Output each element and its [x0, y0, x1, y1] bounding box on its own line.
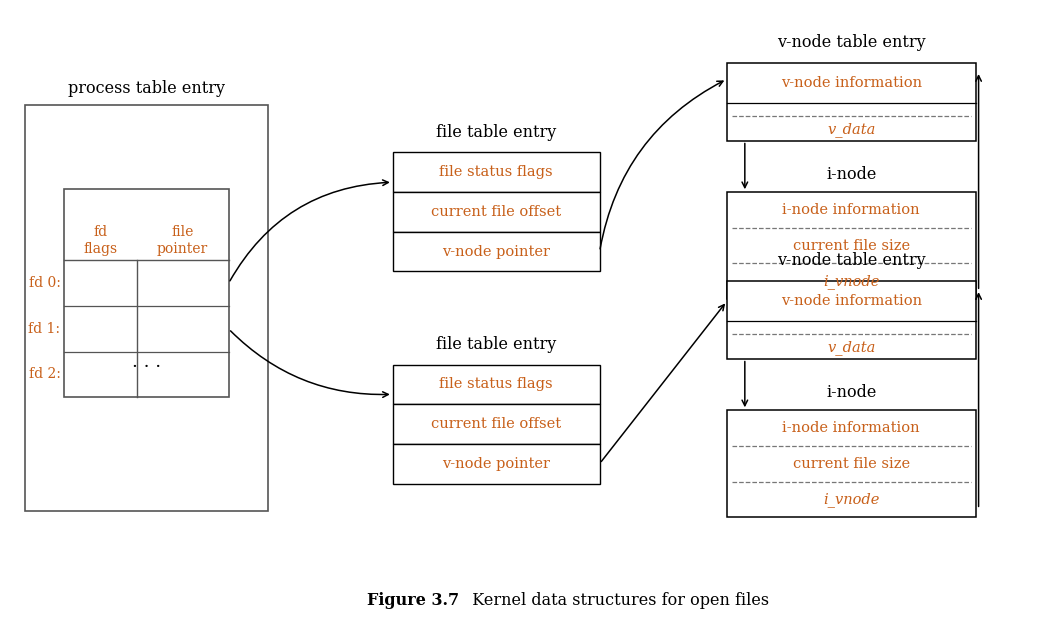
- Text: process table entry: process table entry: [68, 80, 226, 97]
- Text: Kernel data structures for open files: Kernel data structures for open files: [463, 592, 770, 609]
- Bar: [392, 192, 600, 232]
- Bar: [727, 410, 976, 517]
- Text: i_vnode: i_vnode: [823, 492, 879, 507]
- Text: current file size: current file size: [793, 239, 909, 253]
- Text: v-node information: v-node information: [780, 294, 922, 308]
- Bar: [392, 444, 600, 484]
- Text: file status flags: file status flags: [440, 165, 553, 179]
- Text: file status flags: file status flags: [440, 377, 553, 391]
- Text: current file offset: current file offset: [431, 205, 561, 219]
- Text: v_data: v_data: [827, 340, 876, 354]
- Text: . . .: . . .: [132, 353, 162, 370]
- Text: v-node pointer: v-node pointer: [442, 456, 550, 471]
- Text: file
pointer: file pointer: [157, 225, 209, 256]
- Bar: [727, 63, 976, 141]
- Bar: [25, 105, 269, 511]
- Text: v-node information: v-node information: [780, 76, 922, 90]
- Text: current file offset: current file offset: [431, 417, 561, 431]
- Text: i-node: i-node: [826, 384, 877, 401]
- Text: Figure 3.7: Figure 3.7: [367, 592, 459, 609]
- Bar: [392, 153, 600, 192]
- Text: v_data: v_data: [827, 122, 876, 137]
- Text: fd 2:: fd 2:: [28, 368, 61, 382]
- Text: file table entry: file table entry: [436, 335, 556, 353]
- Text: fd 0:: fd 0:: [28, 276, 61, 291]
- Text: current file size: current file size: [793, 456, 909, 471]
- Bar: [392, 404, 600, 444]
- Text: i-node information: i-node information: [783, 203, 920, 217]
- Text: v-node pointer: v-node pointer: [442, 244, 550, 258]
- Text: i_vnode: i_vnode: [823, 274, 879, 289]
- Text: fd 1:: fd 1:: [28, 322, 61, 336]
- Text: v-node table entry: v-node table entry: [777, 253, 925, 270]
- Bar: [392, 365, 600, 404]
- Text: v-node table entry: v-node table entry: [777, 34, 925, 51]
- Bar: [727, 192, 976, 299]
- Bar: [727, 281, 976, 359]
- Text: file table entry: file table entry: [436, 123, 556, 141]
- Text: fd
flags: fd flags: [84, 225, 117, 256]
- Text: i-node: i-node: [826, 166, 877, 183]
- Text: i-node information: i-node information: [783, 421, 920, 435]
- Bar: [392, 232, 600, 272]
- Bar: [64, 189, 229, 398]
